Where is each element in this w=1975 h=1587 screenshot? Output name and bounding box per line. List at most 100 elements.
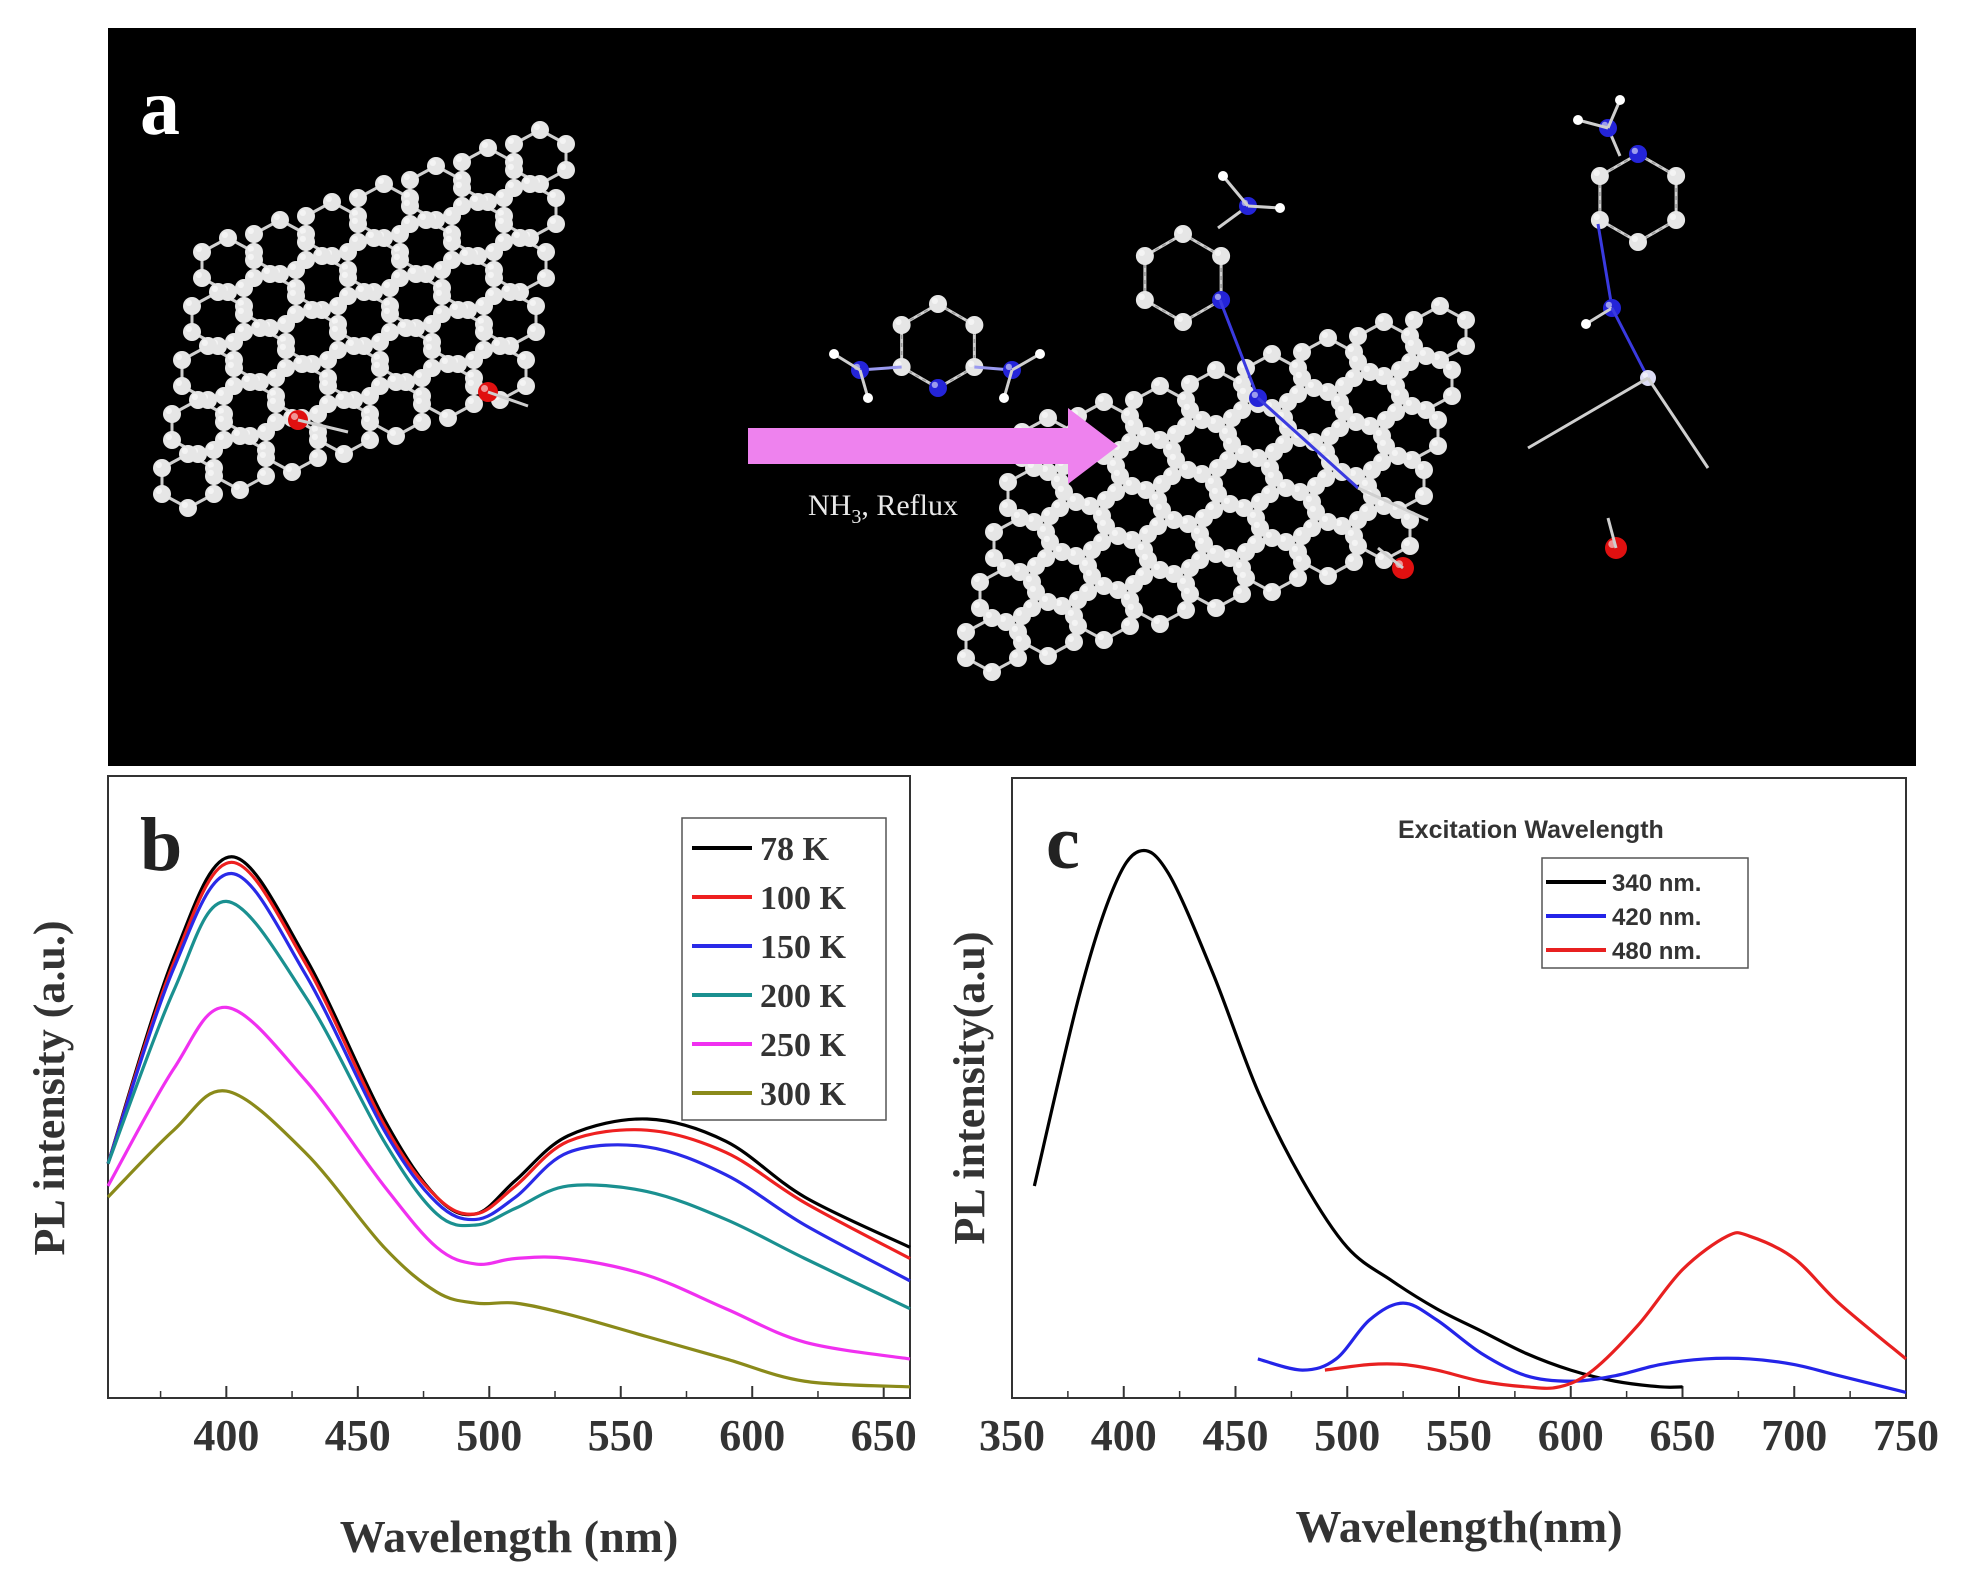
atom-highlight	[175, 353, 182, 360]
atom-highlight	[227, 379, 234, 386]
legend-label: 250 K	[760, 1027, 847, 1064]
functionalization-scheme: NH3, Reflux a	[140, 64, 1710, 681]
atom-highlight	[1025, 601, 1032, 608]
atom	[371, 359, 389, 377]
atom-highlight	[1151, 519, 1158, 526]
atom	[547, 189, 565, 207]
series-line-480-nm-	[1324, 1231, 1908, 1390]
atom	[1251, 493, 1269, 511]
atom-highlight	[1097, 579, 1104, 586]
atom	[557, 161, 575, 179]
atom	[1207, 545, 1225, 563]
atom-highlight	[1239, 545, 1246, 552]
x-tick-label: 400	[193, 1411, 259, 1460]
atom-highlight	[1235, 403, 1242, 410]
atom-highlight	[1631, 147, 1638, 154]
atom-highlight	[1291, 387, 1298, 394]
panel-b-x-ticks: 400 450 500 550 600 650	[159, 1386, 917, 1460]
atom-highlight	[1363, 365, 1370, 372]
legend-label: 78 K	[760, 831, 830, 868]
x-tick-label: 500	[1314, 1411, 1380, 1460]
atom	[475, 323, 493, 341]
atom-highlight	[1403, 513, 1410, 520]
atom	[1095, 631, 1113, 649]
atom-highlight	[185, 325, 192, 332]
atom	[1039, 647, 1057, 665]
atom-highlight	[289, 289, 296, 296]
atom-highlight	[1071, 593, 1078, 600]
atom-highlight	[363, 433, 370, 440]
atom-highlight	[1293, 485, 1300, 492]
atom-highlight	[549, 191, 556, 199]
atom	[391, 251, 409, 269]
atom-highlight	[1417, 489, 1424, 496]
atom	[1319, 329, 1337, 347]
atom-highlight	[529, 325, 536, 332]
aromatic-ring	[1144, 233, 1222, 323]
atom	[1429, 437, 1447, 455]
atom	[1237, 543, 1255, 561]
atom-highlight	[1225, 411, 1232, 418]
atom-highlight	[1295, 529, 1302, 536]
atom-highlight	[247, 245, 255, 253]
atom-highlight	[1616, 96, 1620, 100]
atom	[1615, 95, 1625, 105]
atom-highlight	[1321, 331, 1328, 338]
atom	[1389, 447, 1407, 465]
atom	[205, 485, 223, 503]
atom-highlight	[999, 615, 1006, 622]
atom-highlight	[279, 343, 286, 350]
atom-highlight	[217, 389, 224, 396]
atom-highlight	[1267, 445, 1274, 452]
atom	[339, 243, 357, 261]
atom-highlight	[497, 217, 504, 225]
atom-highlight	[1141, 527, 1148, 534]
atom	[1443, 387, 1461, 405]
atom-highlight	[425, 361, 432, 368]
atom	[547, 215, 565, 233]
atom	[443, 233, 461, 251]
atom-highlight	[507, 155, 514, 162]
atom-highlight	[259, 469, 266, 476]
atom	[287, 287, 305, 305]
atom-highlight	[1605, 301, 1612, 308]
atom-highlight	[539, 245, 546, 253]
atom-highlight	[1001, 475, 1008, 482]
atom-highlight	[1403, 355, 1410, 362]
atom	[1431, 297, 1449, 315]
atom	[349, 215, 367, 233]
atom	[1053, 543, 1071, 561]
atom-highlight	[315, 249, 322, 256]
bond	[1377, 546, 1404, 570]
atom-highlight	[435, 289, 442, 296]
bond	[1610, 307, 1650, 379]
atom-highlight	[207, 469, 214, 476]
atom-highlight	[1333, 395, 1340, 402]
atom-highlight	[1055, 599, 1062, 606]
atom-highlight	[299, 227, 306, 235]
atom	[1319, 567, 1337, 585]
atom	[1123, 477, 1141, 495]
atom-highlight	[279, 317, 286, 324]
atom	[892, 316, 911, 334]
atom-highlight	[279, 361, 286, 368]
atom-highlight	[1127, 603, 1134, 610]
atom	[293, 355, 311, 373]
atom-highlight	[477, 317, 484, 324]
atom-highlight	[441, 357, 448, 364]
atom	[193, 243, 211, 261]
atom-highlight	[519, 353, 526, 360]
legend-label: 150 K	[760, 929, 847, 966]
atom-highlight	[1445, 363, 1452, 370]
atom-highlight	[1155, 503, 1162, 510]
atom-highlight	[1053, 501, 1060, 508]
bond	[297, 418, 349, 434]
atom-highlight	[1041, 595, 1048, 602]
atom-highlight	[403, 191, 410, 199]
atom-highlight	[467, 353, 474, 360]
atom	[297, 233, 315, 251]
atom	[1067, 493, 1085, 511]
atom-highlight	[987, 525, 994, 532]
atom	[1041, 507, 1059, 525]
atom	[387, 427, 405, 445]
